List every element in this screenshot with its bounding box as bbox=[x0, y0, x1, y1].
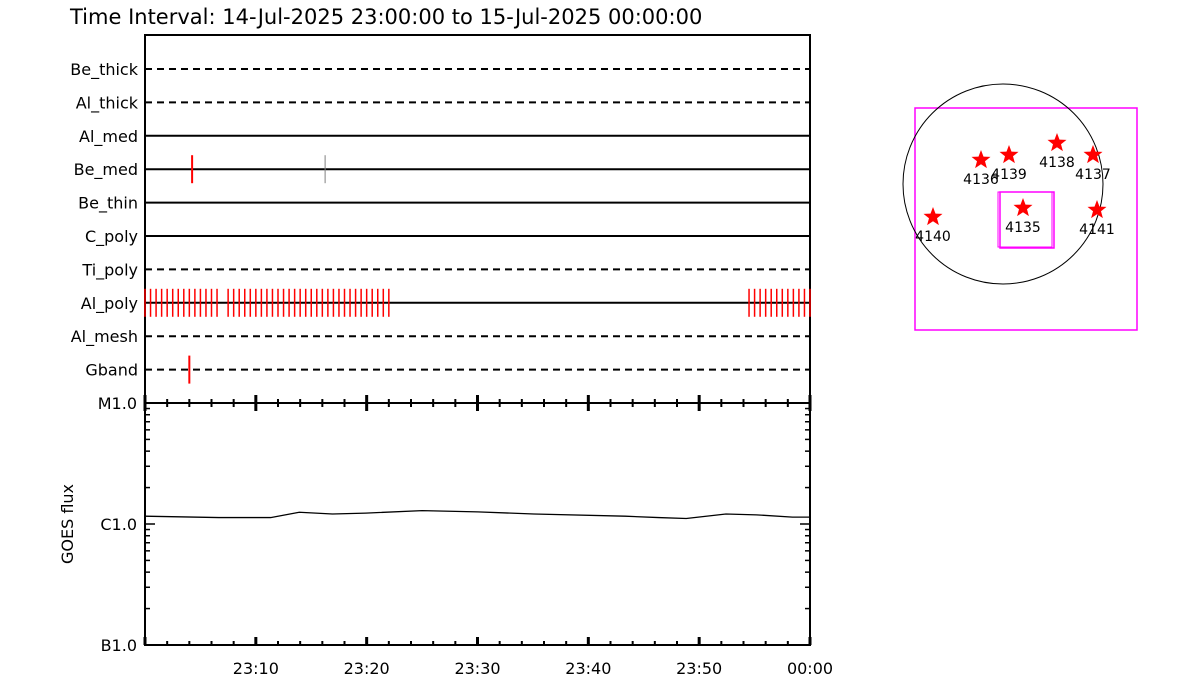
active-region-label: 4139 bbox=[991, 167, 1027, 183]
y-tick-label: M1.0 bbox=[98, 394, 137, 413]
filter-label: Gband bbox=[85, 361, 138, 380]
active-region-star-icon bbox=[923, 207, 943, 226]
filter-label: Be_thin bbox=[78, 194, 138, 214]
y-axis-label: GOES flux bbox=[58, 484, 77, 564]
goes-flux-panel: 23:10 23:20 23:30 23:40 23:50 00:00 B1.0 C1.0 M1… bbox=[58, 394, 833, 678]
y-tick-label: B1.0 bbox=[101, 636, 137, 655]
active-region-label: 4140 bbox=[915, 229, 951, 245]
x-tick-label: 00:00 bbox=[787, 659, 833, 678]
active-region-star-icon bbox=[999, 145, 1019, 164]
filter-label: Al_med bbox=[79, 127, 138, 147]
active-region-star-icon bbox=[1047, 133, 1067, 152]
filter-timeline-panel: Be_thick Al_thick Al_med Be_med Be_thin C_pol… bbox=[70, 34, 811, 404]
filter-label: Al_poly bbox=[81, 294, 138, 314]
x-tick-label: 23:10 bbox=[233, 659, 279, 678]
active-region-star-icon bbox=[1087, 200, 1107, 219]
x-tick-label: 23:40 bbox=[565, 659, 611, 678]
x-tick-label: 23:30 bbox=[454, 659, 500, 678]
active-region-label: 4138 bbox=[1039, 155, 1075, 171]
goes-flux-line bbox=[144, 509, 810, 520]
plot-title: Time Interval: 14-Jul-2025 23:00:00 to 1… bbox=[69, 5, 702, 29]
filter-label: C_poly bbox=[85, 227, 138, 247]
active-region-label: 4135 bbox=[1005, 220, 1041, 236]
active-region-label: 4141 bbox=[1079, 222, 1115, 238]
x-tick-label: 23:50 bbox=[676, 659, 722, 678]
active-region-label: 4136 bbox=[963, 172, 999, 188]
x-tick-label: 23:20 bbox=[344, 659, 390, 678]
filter-label: Ti_poly bbox=[81, 260, 138, 280]
filter-label: Be_med bbox=[74, 160, 138, 180]
field-of-view-box bbox=[914, 107, 1138, 331]
active-region-label: 4137 bbox=[1075, 167, 1111, 183]
filter-label: Be_thick bbox=[70, 60, 138, 80]
filter-label: Al_mesh bbox=[71, 327, 138, 347]
active-region-star-icon bbox=[1083, 145, 1103, 164]
solar-limb-circle bbox=[902, 83, 1104, 285]
panel-frame bbox=[144, 402, 811, 646]
panel-frame bbox=[144, 34, 811, 404]
active-region-star-icon bbox=[1013, 198, 1033, 217]
active-region-star-icon bbox=[971, 150, 991, 169]
filter-label: Al_thick bbox=[76, 93, 139, 113]
y-tick-label: C1.0 bbox=[100, 515, 137, 534]
target-box bbox=[999, 191, 1055, 249]
